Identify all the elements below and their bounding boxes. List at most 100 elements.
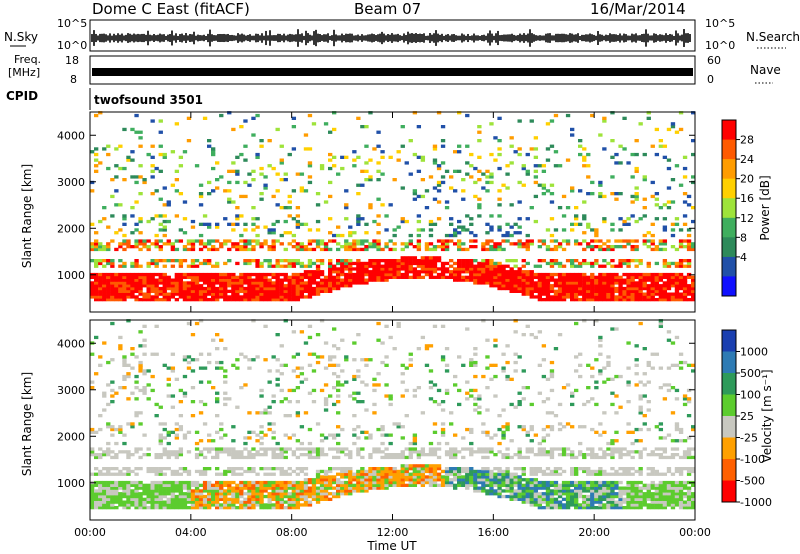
heatmap-cell xyxy=(251,358,256,362)
heatmap-cell xyxy=(590,483,595,487)
heatmap-cell xyxy=(98,298,103,302)
heatmap-cell xyxy=(170,292,176,296)
heatmap-cell xyxy=(255,264,260,268)
heatmap-cell xyxy=(303,286,309,291)
heatmap-cell xyxy=(174,286,180,291)
heatmap-cell xyxy=(436,402,442,407)
heatmap-cell xyxy=(557,242,563,246)
heatmap-cell xyxy=(561,447,567,451)
heatmap-cell xyxy=(138,363,143,367)
heatmap-cell xyxy=(190,295,196,299)
heatmap-cell xyxy=(380,264,385,268)
heatmap-cell xyxy=(231,245,236,249)
heatmap-cell xyxy=(315,333,321,337)
heatmap-cell xyxy=(259,453,264,457)
heatmap-cell xyxy=(178,164,184,168)
heatmap-cell xyxy=(134,261,139,266)
heatmap-cell xyxy=(207,380,212,384)
heatmap-cell xyxy=(118,472,123,476)
heatmap-cell xyxy=(114,284,119,288)
heatmap-cell xyxy=(190,386,196,390)
heatmap-cell xyxy=(219,494,224,499)
heatmap-cell xyxy=(489,272,494,277)
heatmap-cell xyxy=(287,231,292,235)
heatmap-cell xyxy=(90,259,95,263)
heatmap-cell xyxy=(231,480,236,485)
heatmap-cell xyxy=(424,270,430,274)
heatmap-cell xyxy=(118,344,123,348)
heatmap-cell xyxy=(162,289,167,293)
heatmap-cell xyxy=(202,467,208,471)
heatmap-cell xyxy=(259,197,264,201)
heatmap-cell xyxy=(243,455,248,460)
heatmap-cell xyxy=(299,469,305,474)
heatmap-cell xyxy=(154,233,159,238)
heatmap-cell xyxy=(501,267,506,271)
heatmap-cell xyxy=(303,480,309,485)
heatmap-cell xyxy=(517,275,522,279)
heatmap-cell xyxy=(420,178,426,182)
heatmap-cell xyxy=(376,130,381,134)
heatmap-cell xyxy=(622,281,627,285)
heatmap-cell xyxy=(303,503,309,507)
heatmap-cell xyxy=(578,450,583,454)
heatmap-cell xyxy=(424,344,430,348)
heatmap-cell xyxy=(384,394,389,398)
heatmap-cell xyxy=(182,436,188,440)
heatmap-cell xyxy=(315,472,321,476)
heatmap-cell xyxy=(574,469,579,474)
heatmap-cell xyxy=(271,247,276,252)
heatmap-cell xyxy=(158,506,163,510)
heatmap-cell xyxy=(94,494,99,499)
heatmap-cell xyxy=(194,494,200,499)
heatmap-cell xyxy=(493,281,498,285)
heatmap-cell xyxy=(449,411,454,415)
heatmap-cell xyxy=(332,286,337,291)
heatmap-cell xyxy=(190,494,196,499)
heatmap-cell xyxy=(477,475,482,479)
heatmap-cell xyxy=(170,394,176,398)
heatmap-cell xyxy=(352,377,357,381)
heatmap-cell xyxy=(287,500,292,504)
heatmap-cell xyxy=(529,503,534,507)
heatmap-cell xyxy=(356,486,361,490)
heatmap-cell xyxy=(586,284,591,288)
heatmap-cell xyxy=(194,298,200,302)
heatmap-cell xyxy=(98,245,103,249)
heatmap-cell xyxy=(501,239,506,243)
heatmap-cell xyxy=(380,480,385,485)
heatmap-cell xyxy=(158,292,163,296)
heatmap-cell xyxy=(400,425,405,429)
heatmap-cell xyxy=(190,264,196,268)
heatmap-cell xyxy=(178,492,184,496)
heatmap-cell xyxy=(368,259,373,263)
heatmap-cell xyxy=(315,478,321,482)
heatmap-cell xyxy=(420,467,426,471)
heatmap-cell xyxy=(570,222,575,226)
heatmap-cell xyxy=(138,483,143,487)
heatmap-cell xyxy=(207,486,212,490)
heatmap-cell xyxy=(311,400,317,404)
heatmap-cell xyxy=(509,486,514,490)
heatmap-cell xyxy=(307,447,313,451)
heatmap-cell xyxy=(638,298,643,302)
heatmap-cell xyxy=(122,261,127,266)
heatmap-cell xyxy=(521,386,526,390)
heatmap-cell xyxy=(311,270,317,274)
heatmap-cell xyxy=(570,189,575,193)
heatmap-cell xyxy=(497,245,502,249)
power-heatmap xyxy=(90,111,696,302)
heatmap-cell xyxy=(388,478,393,482)
heatmap-cell xyxy=(315,259,321,263)
heatmap-cell xyxy=(509,483,514,487)
heatmap-cell xyxy=(98,272,103,277)
heatmap-cell xyxy=(368,272,373,277)
heatmap-cell xyxy=(227,453,232,457)
heatmap-cell xyxy=(231,455,236,460)
heatmap-cell xyxy=(517,497,522,501)
heatmap-cell xyxy=(98,506,103,510)
heatmap-cell xyxy=(477,267,482,271)
heatmap-cell xyxy=(489,284,494,288)
heatmap-cell xyxy=(348,478,353,482)
heatmap-cell xyxy=(505,425,510,429)
